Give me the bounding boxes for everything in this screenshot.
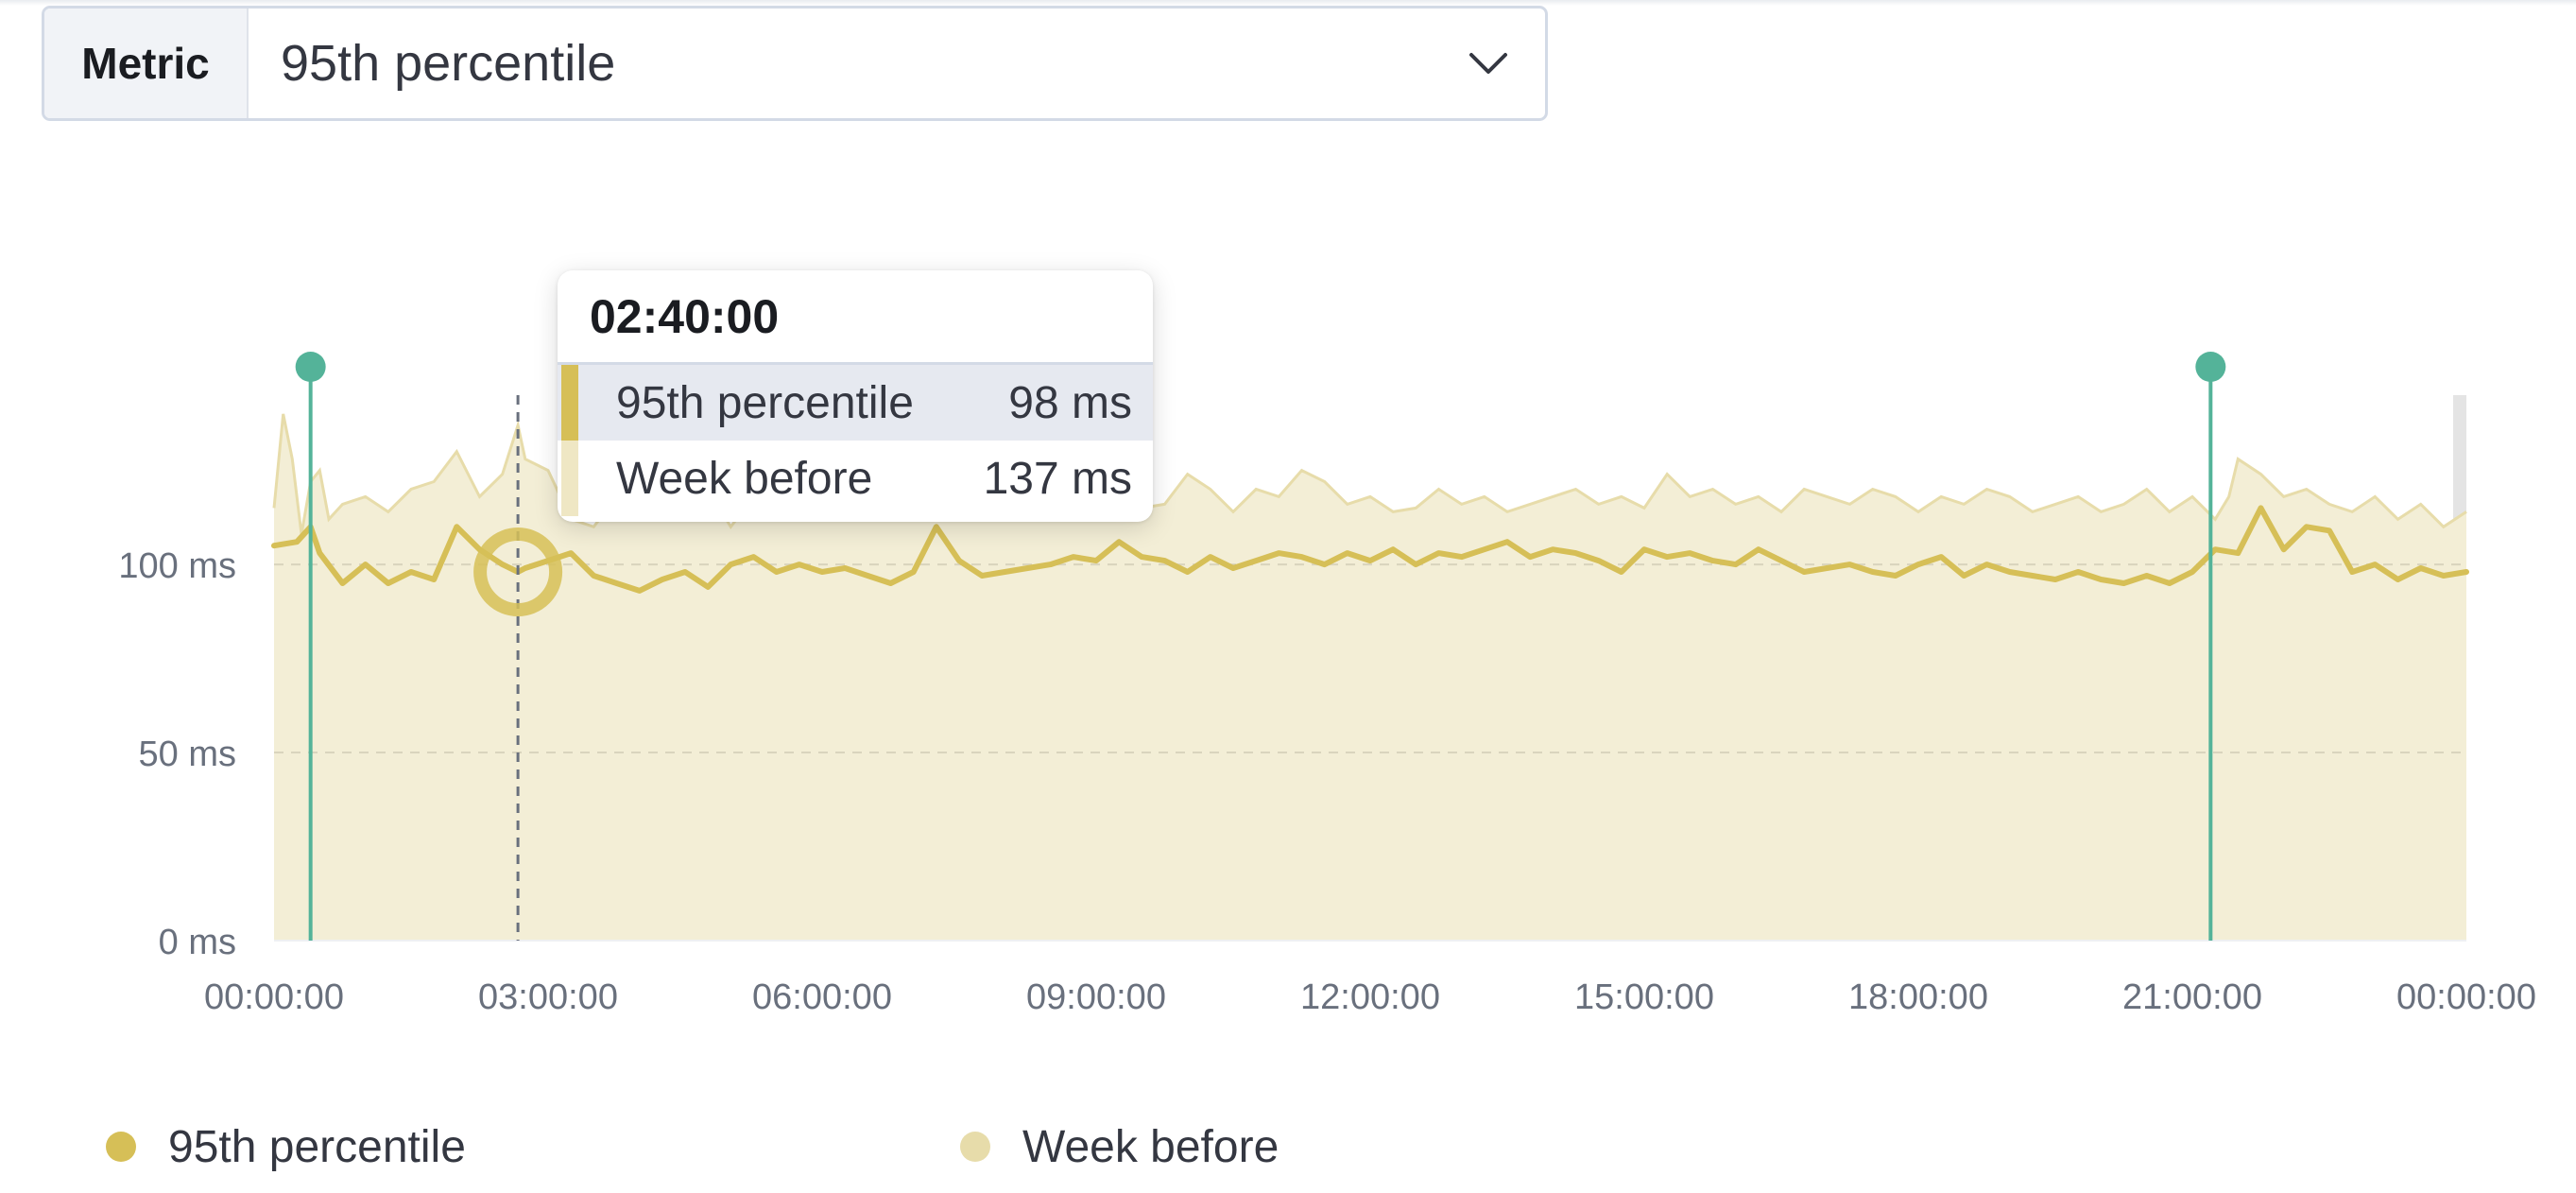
legend-label: 95th percentile: [168, 1121, 466, 1172]
x-tick-label: 00:00:00: [2396, 977, 2536, 1017]
y-tick-label: 100 ms: [118, 546, 236, 586]
tooltip-row-value: 137 ms: [983, 453, 1132, 504]
tooltip-row-label: Week before: [616, 453, 873, 504]
page-top-shadow: [0, 0, 2576, 6]
metric-select-value[interactable]: 95th percentile: [281, 35, 616, 92]
tooltip-swatch-week-before: [561, 441, 578, 516]
chart-tooltip: 02:40:00 95th percentile 98 ms Week befo…: [558, 270, 1153, 522]
annotation-marker: [2195, 352, 2226, 382]
metric-select-label: Metric: [44, 9, 249, 118]
legend-item-95th-percentile[interactable]: 95th percentile: [106, 1115, 466, 1178]
tooltip-row-95th-percentile: 95th percentile 98 ms: [558, 365, 1153, 441]
x-tick-label: 21:00:00: [2122, 977, 2262, 1017]
series-line-week-before: [272, 413, 2467, 535]
annotation-marker: [295, 352, 326, 382]
legend-item-week-before[interactable]: Week before: [960, 1115, 1279, 1178]
highlight-point: [473, 527, 563, 617]
series-line-95th-percentile: [271, 505, 2469, 594]
x-tick-label: 03:00:00: [478, 977, 618, 1017]
y-tick-label: 50 ms: [139, 735, 236, 774]
x-tick-label: 09:00:00: [1026, 977, 1166, 1017]
tooltip-row-week-before: Week before 137 ms: [558, 441, 1153, 516]
legend-dot-week-before: [960, 1132, 990, 1162]
legend-label: Week before: [1022, 1121, 1279, 1172]
metric-select[interactable]: Metric 95th percentile: [42, 6, 1548, 121]
tooltip-row-value: 98 ms: [1008, 377, 1132, 428]
x-tick-label: 00:00:00: [204, 977, 344, 1017]
tooltip-time: 02:40:00: [558, 270, 1153, 365]
x-tick-label: 18:00:00: [1848, 977, 1988, 1017]
legend-dot-95th: [106, 1132, 136, 1162]
chevron-down-icon[interactable]: [1432, 9, 1545, 118]
x-tick-label: 12:00:00: [1300, 977, 1440, 1017]
y-tick-label: 0 ms: [159, 923, 236, 962]
x-tick-label: 15:00:00: [1574, 977, 1714, 1017]
tooltip-swatch-95th: [561, 365, 578, 441]
tooltip-row-label: 95th percentile: [616, 377, 914, 428]
series-area-week-before: [274, 413, 2466, 941]
x-tick-label: 06:00:00: [752, 977, 892, 1017]
